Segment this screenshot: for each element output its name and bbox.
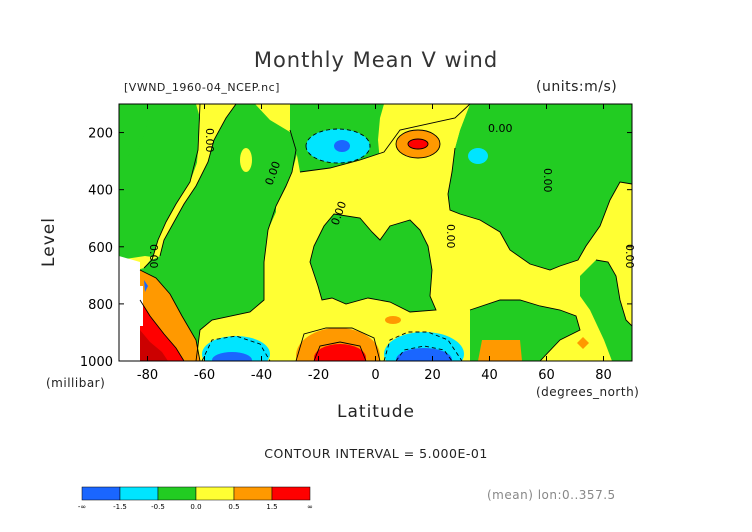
x-tick-label: 0 (371, 368, 379, 383)
contour-zero-middle-blob (309, 213, 437, 313)
colorbar: -∞ -1.5 -0.5 0.0 0.5 1.5 ∞ (78, 486, 313, 511)
fill-green-right-lower (580, 260, 632, 361)
footer-mean-text: (mean) lon:0..357.5 (487, 488, 616, 502)
contour-zero-mid (195, 129, 297, 361)
fill-yellow-left-band (152, 104, 236, 260)
fill-red-lower-center (314, 344, 366, 361)
fill-cyan-right-small (468, 148, 488, 164)
contour-neg-lower-left (201, 335, 271, 361)
x-tick-label: -60 (194, 368, 215, 383)
contour-pos-upper-inner (407, 138, 429, 150)
fill-blue-upper (334, 140, 350, 152)
colorbar-label: 1.5 (266, 503, 277, 511)
x-axis-units: (degrees_north) (536, 385, 640, 399)
contour-label: 0.00 (541, 168, 554, 193)
fill-blue-lower-left (212, 352, 252, 361)
contour-field (119, 104, 632, 361)
fill-yellow-spot (240, 148, 252, 172)
fill-masked-notch (133, 286, 143, 326)
contour-label: 0.00 (444, 224, 457, 249)
y-tick-label: 200 (88, 127, 113, 142)
colorbar-swatch (233, 486, 273, 501)
contour-neg-lower-right (383, 331, 463, 361)
x-tick-label: -80 (137, 368, 158, 383)
fill-darkred-left-edge (140, 330, 168, 361)
y-tick-label: 400 (88, 184, 113, 199)
colorbar-label: -0.5 (151, 503, 165, 511)
fill-green-left-lobe (119, 104, 150, 160)
contour-zero-center (159, 104, 237, 257)
y-tick-label: 800 (88, 298, 113, 313)
colorbar-label: ∞ (307, 503, 313, 511)
file-label: [VWND_1960-04_NCEP.nc] (124, 81, 280, 94)
contour-lines (139, 104, 632, 361)
fill-blue-left-edge (144, 280, 148, 292)
x-tick-label: 60 (538, 368, 555, 383)
colorbar-label: 0.0 (190, 503, 201, 511)
contour-pos-lower-center-inner (313, 341, 367, 361)
contour-zero-lower-center (469, 299, 581, 361)
colorbar-label: 0.5 (228, 503, 239, 511)
fill-red-upper (408, 139, 428, 149)
colorbar-swatch (157, 486, 197, 501)
y-axis: 200 400 600 800 1000 (80, 127, 632, 370)
contour-label: 0.00 (147, 244, 160, 269)
colorbar-swatch (81, 486, 121, 501)
contour-zero-left (143, 104, 201, 269)
fill-orange-spot (385, 316, 401, 324)
colorbar-label: -1.5 (113, 503, 127, 511)
fill-orange-diamond (577, 337, 589, 349)
x-tick-label: -20 (308, 368, 329, 383)
colorbar-swatch (195, 486, 235, 501)
fill-orange-lower-right (478, 340, 522, 361)
y-tick-label: 1000 (80, 355, 113, 370)
contour-pos-upper (395, 129, 441, 159)
y-tick-label: 600 (88, 241, 113, 256)
chart-title: Monthly Mean V wind (253, 48, 499, 72)
fill-green-middle (310, 214, 436, 312)
contour-zero-right-lower (595, 259, 632, 327)
contour-label: 0.00 (623, 244, 636, 269)
contour-pos-left-edge (139, 269, 201, 361)
fill-blue-lower-right (396, 348, 452, 361)
x-axis: -80 -60 -40 -20 0 20 40 60 80 (137, 104, 612, 383)
colorbar-label: -∞ (78, 503, 86, 511)
contour-label: 0.00 (488, 122, 513, 135)
y-axis-units: (millibar) (46, 376, 106, 390)
contour-interval-text: CONTOUR INTERVAL = 5.000E-01 (264, 446, 488, 461)
contour-label: 0.00 (203, 128, 216, 153)
x-tick-label: 20 (424, 368, 441, 383)
units-label: (units:m/s) (536, 79, 618, 95)
x-tick-label: 40 (481, 368, 498, 383)
contour-neg-lower-right-inner (395, 345, 453, 361)
contour-zero-upper (299, 104, 471, 173)
x-tick-label: -40 (251, 368, 272, 383)
x-axis-label: Latitude (337, 402, 415, 422)
fill-green-right (448, 104, 632, 270)
contour-neg-upper (305, 128, 371, 164)
contour-pos-left-edge-inner (139, 299, 185, 361)
colorbar-swatch (119, 486, 159, 501)
x-tick-label: 80 (595, 368, 612, 383)
fill-masked-ground (119, 256, 140, 361)
contour-pos-lower-center (295, 327, 381, 361)
colorbar-swatch (271, 486, 311, 501)
contour-zero-right (447, 147, 632, 271)
